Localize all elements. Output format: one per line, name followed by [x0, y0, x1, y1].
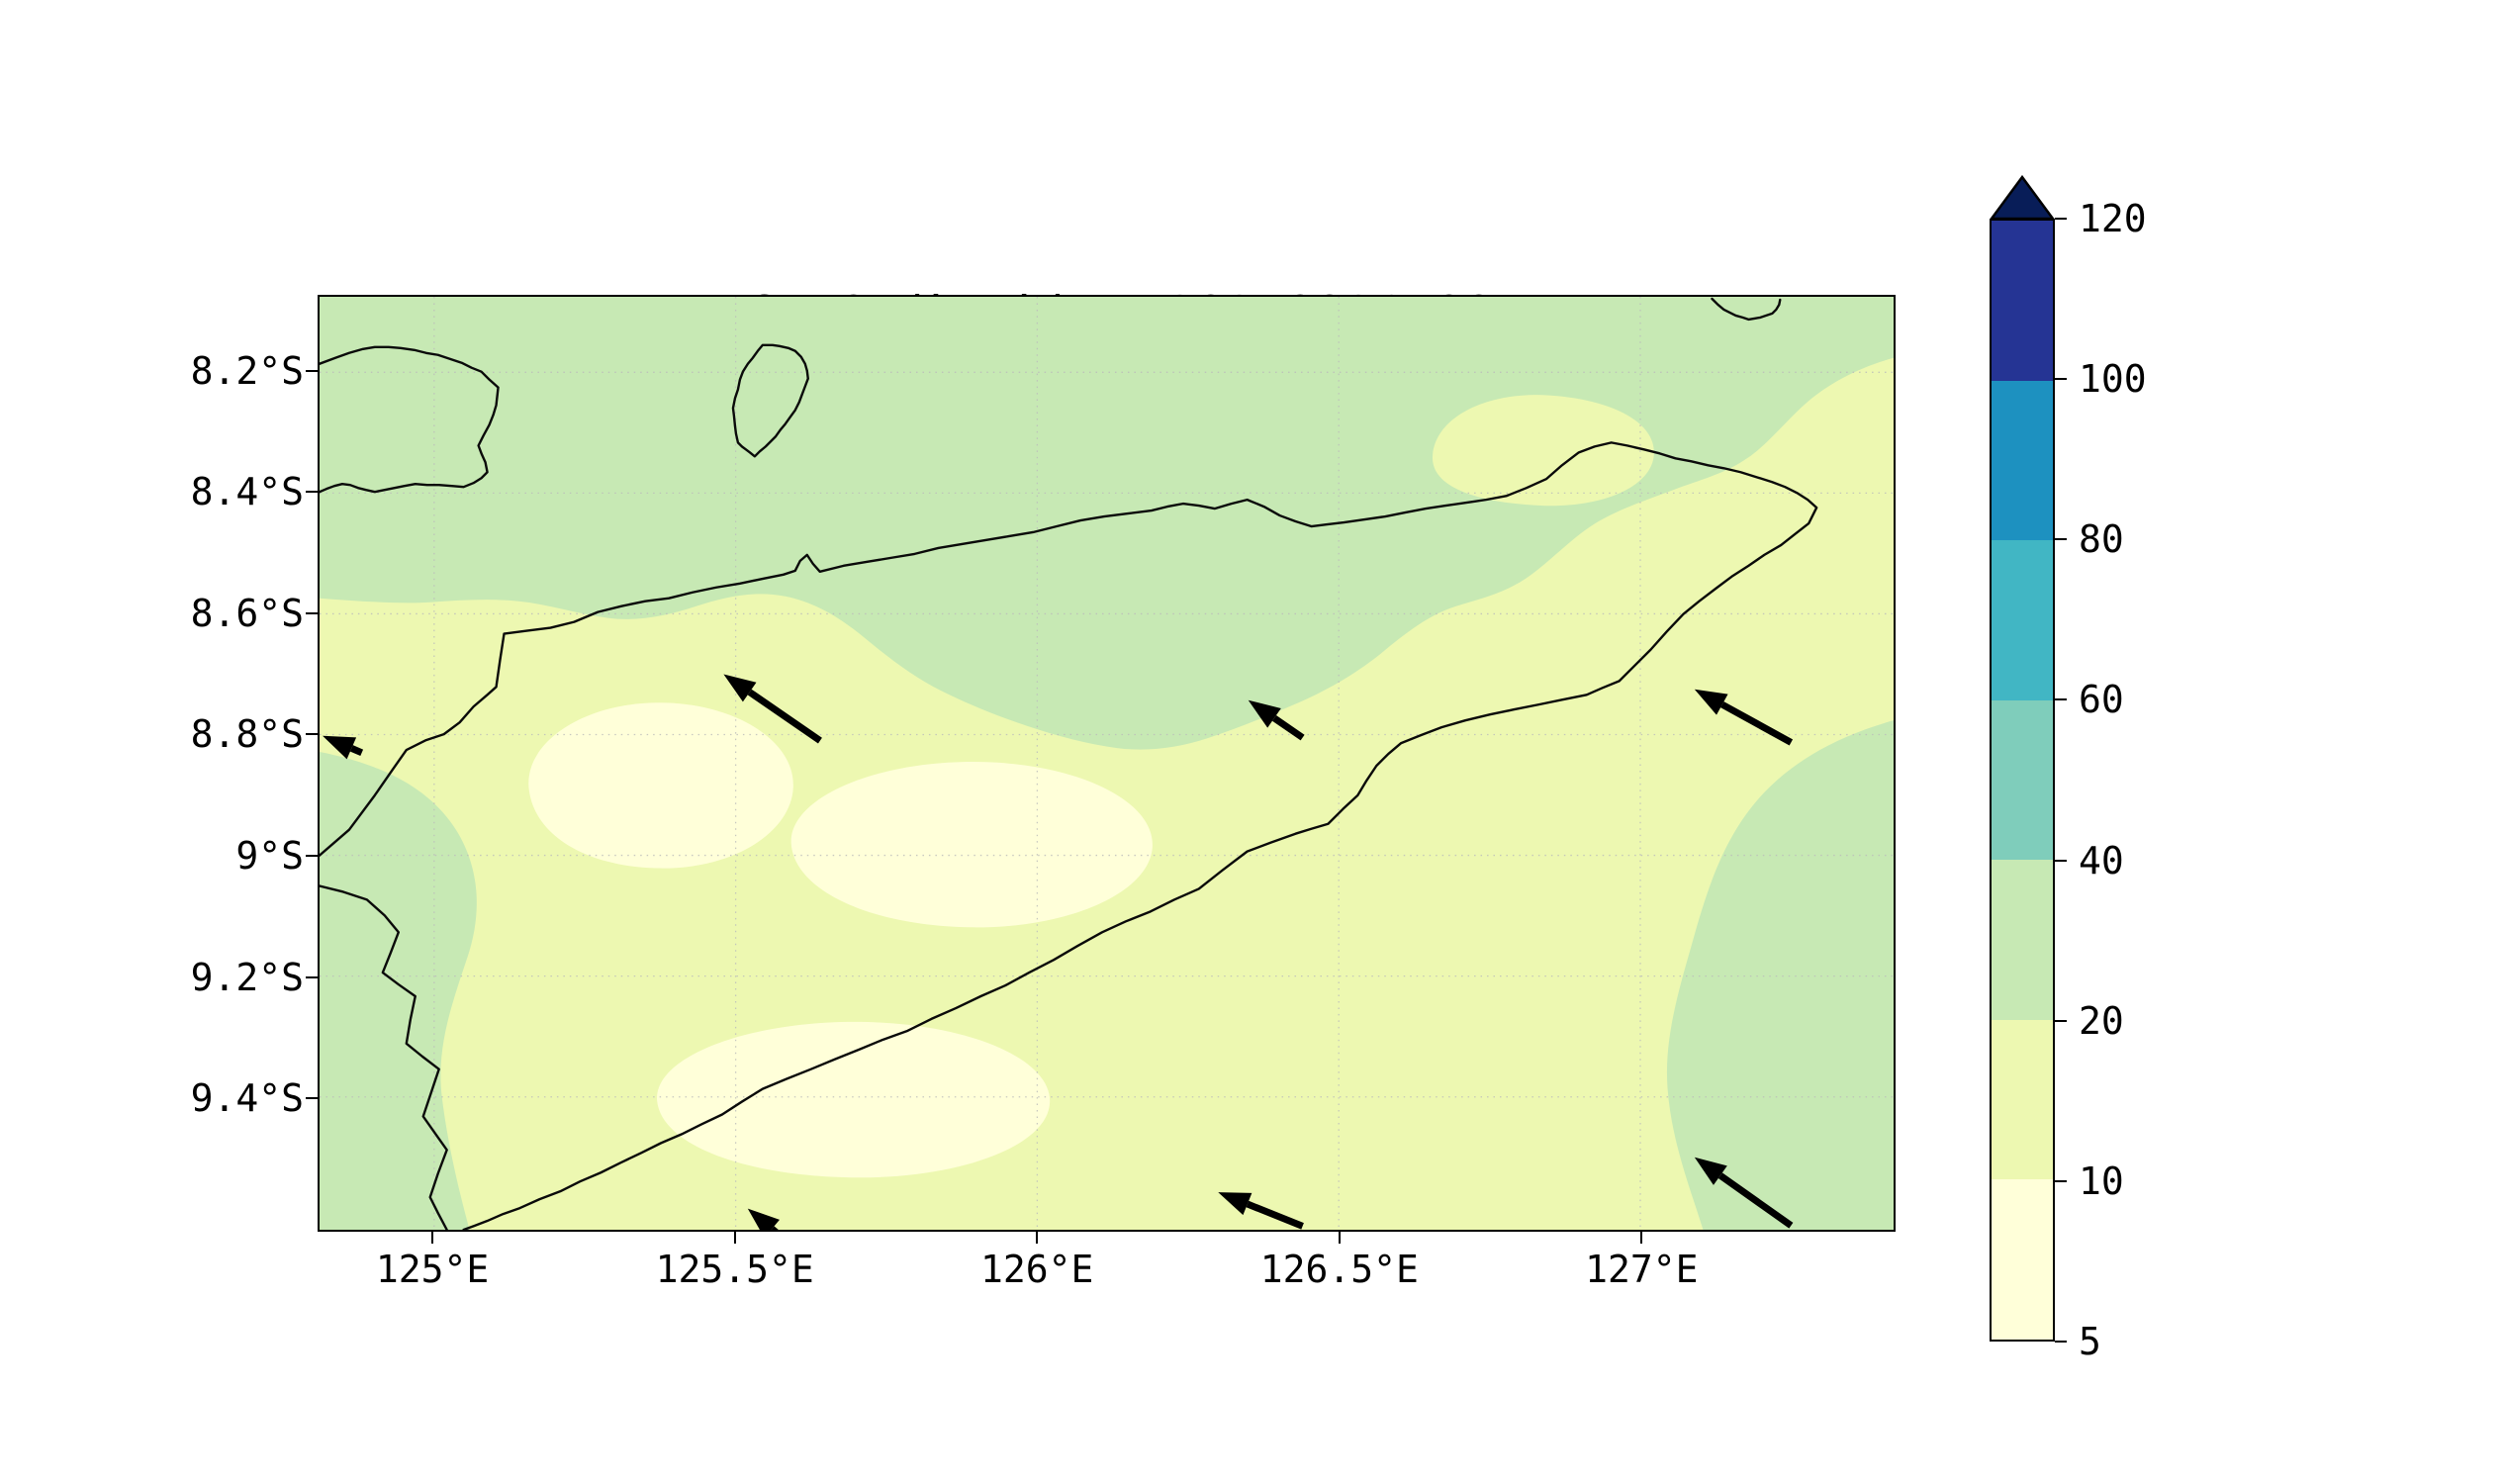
colorbar-segment-5-10	[1992, 1179, 2053, 1341]
y-tick-label: 8.2°S	[190, 348, 304, 393]
fill-region-southcoast-5-10	[657, 1021, 1051, 1178]
west-timor-coastline	[320, 884, 448, 1230]
wind-arrow-head	[747, 1208, 780, 1230]
map-canvas	[320, 297, 1894, 1230]
wind-arrow-head	[323, 735, 357, 760]
x-tick-mark	[431, 1232, 434, 1244]
colorbar-extend-triangle	[1990, 175, 2055, 220]
fill-region-bottomright-20-40	[1666, 720, 1894, 1230]
x-tick-mark	[1640, 1232, 1643, 1244]
quiver-layer	[323, 674, 1794, 1230]
colorbar-tick-label: 40	[2079, 838, 2124, 882]
y-tick-label: 8.4°S	[190, 470, 304, 514]
colorbar-segment-40-60	[1992, 699, 2053, 861]
x-tick-label: 125.5°E	[655, 1248, 814, 1291]
y-tick-mark	[306, 733, 318, 736]
colorbar-tick-mark	[2055, 378, 2067, 381]
y-tick-label: 8.6°S	[190, 591, 304, 635]
colorbar-segment-10-20	[1992, 1019, 2053, 1180]
colorbar-tick-label: 120	[2079, 197, 2147, 240]
y-tick-label: 9.4°S	[190, 1076, 304, 1121]
y-tick-mark	[306, 854, 318, 857]
colorbar-tick-label: 5	[2079, 1320, 2101, 1363]
colorbar-tick-label: 20	[2079, 998, 2124, 1043]
wind-arrow-head	[1248, 699, 1281, 728]
y-tick-mark	[306, 369, 318, 372]
y-tick-mark	[306, 611, 318, 614]
colorbar-tick-mark	[2055, 1179, 2067, 1182]
x-tick-mark	[1338, 1232, 1341, 1244]
colorbar-segment-60-80	[1992, 540, 2053, 700]
colorbar-segment-80-100	[1992, 380, 2053, 541]
wind-arrow-head	[723, 674, 757, 702]
y-tick-mark	[306, 491, 318, 494]
fill-region-westcentral-5-10	[528, 702, 793, 869]
colorbar-segment-100-120	[1992, 221, 2053, 381]
wind-arrow-shaft	[747, 689, 822, 744]
y-tick-mark	[306, 975, 318, 978]
colorbar-tick-label: 100	[2079, 357, 2147, 402]
colorbar-extend-polygon	[1990, 175, 2055, 220]
timor-coastline	[320, 441, 1818, 1230]
x-tick-label: 126.5°E	[1259, 1248, 1419, 1291]
alor-coastline	[320, 345, 500, 494]
contour-fill-layer	[320, 297, 1894, 1230]
wind-arrow-shaft	[349, 745, 364, 757]
fill-region-central-5-10	[790, 762, 1153, 928]
colorbar-tick-label: 10	[2079, 1159, 2124, 1203]
colorbar-tick-label: 60	[2079, 678, 2124, 722]
colorbar-tick-mark	[2055, 698, 2067, 701]
wind-arrow-head	[1694, 689, 1728, 715]
colorbar-tick-mark	[2055, 218, 2067, 220]
coastline-layer	[320, 297, 1818, 1230]
colorbar-tick-mark	[2055, 1019, 2067, 1022]
wind-arrow-head	[1694, 1157, 1727, 1185]
colorbar-segments	[1990, 219, 2055, 1342]
wind-arrow-shaft	[1246, 1200, 1304, 1230]
colorbar-tick-mark	[2055, 1341, 2067, 1343]
wind-arrow-head	[1218, 1192, 1252, 1216]
atauro-coastline	[731, 343, 809, 458]
wetar-coastline	[1711, 297, 1782, 322]
wind-arrow-shaft	[1717, 1172, 1794, 1229]
x-tick-label: 126°E	[980, 1248, 1094, 1291]
wind-arrow-shaft	[1272, 714, 1305, 741]
colorbar-tick-mark	[2055, 859, 2067, 862]
fill-region-bottomleft-20-40	[320, 752, 477, 1230]
x-tick-label: 125°E	[375, 1248, 490, 1291]
y-tick-label: 8.8°S	[190, 712, 304, 757]
y-tick-label: 9°S	[235, 833, 304, 878]
y-tick-label: 9.2°S	[190, 955, 304, 999]
fill-region-topright-10-20	[1432, 395, 1654, 507]
y-tick-mark	[306, 1097, 318, 1100]
x-tick-label: 127°E	[1585, 1248, 1699, 1291]
colorbar-tick-mark	[2055, 538, 2067, 541]
x-tick-mark	[1036, 1232, 1039, 1244]
colorbar-segment-20-40	[1992, 860, 2053, 1020]
x-tick-mark	[733, 1232, 736, 1244]
colorbar-tick-label: 80	[2079, 517, 2124, 562]
wind-arrow-shaft	[1720, 701, 1794, 746]
map-plot-area	[318, 295, 1896, 1232]
